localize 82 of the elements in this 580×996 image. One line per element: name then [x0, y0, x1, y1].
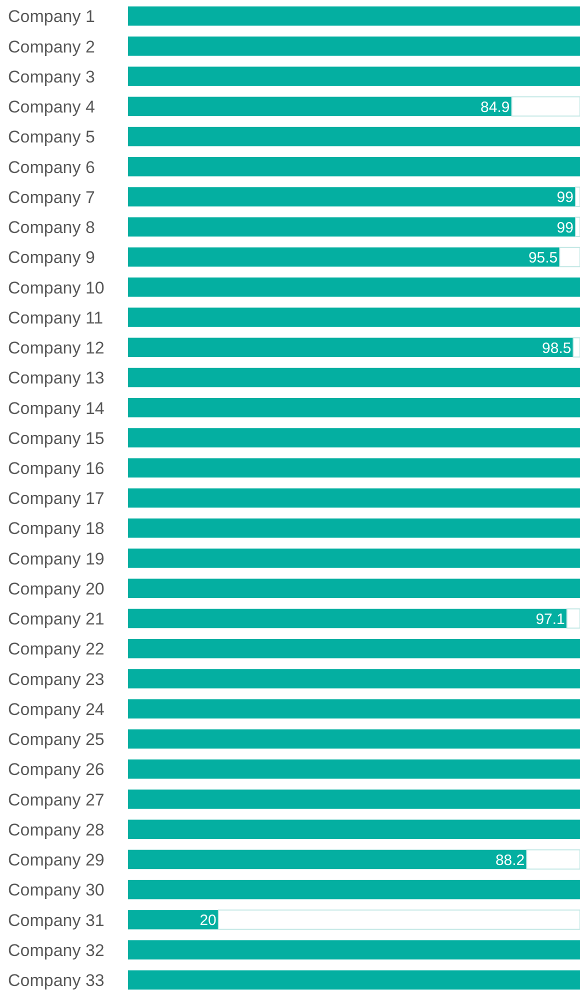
bar	[128, 759, 580, 779]
bar	[128, 278, 580, 297]
bar	[128, 488, 580, 508]
bar	[128, 820, 580, 839]
bar	[128, 518, 580, 538]
bar	[511, 96, 580, 117]
bar	[574, 186, 580, 207]
y-tick-label: Company 27	[8, 790, 104, 810]
y-tick-label: Company 16	[8, 459, 104, 478]
bar	[128, 940, 580, 960]
bar	[128, 548, 580, 568]
bar	[128, 247, 560, 267]
y-tick-label: Company 9	[8, 248, 95, 268]
bar	[574, 216, 580, 238]
y-tick-label: Company 33	[8, 971, 104, 990]
y-tick-label: Company 3	[8, 67, 95, 86]
bar	[128, 338, 574, 358]
bar	[566, 608, 580, 629]
data-label: 95.5	[528, 249, 558, 266]
y-tick-label: Company 31	[8, 910, 104, 930]
bar	[128, 36, 580, 56]
y-tick-label: Company 20	[8, 579, 104, 598]
bar	[128, 6, 580, 26]
y-tick-label: Company 8	[8, 218, 95, 238]
bar	[128, 308, 580, 327]
bar	[128, 96, 512, 116]
bar	[128, 669, 580, 688]
y-tick-label: Company 1	[8, 7, 95, 26]
y-tick-label: Company 12	[8, 338, 104, 358]
data-label: 88.2	[495, 852, 525, 869]
y-tick-label: Company 5	[8, 128, 95, 147]
y-tick-label: Company 6	[8, 158, 95, 177]
bar	[128, 368, 580, 388]
bar	[128, 126, 580, 146]
y-tick-label: Company 28	[8, 820, 104, 840]
y-tick-label: Company 29	[8, 850, 104, 870]
bar	[128, 638, 580, 658]
y-tick-label: Company 30	[8, 880, 104, 900]
y-tick-label: Company 10	[8, 278, 104, 298]
data-label: 84.9	[480, 98, 510, 116]
y-tick-label: Company 17	[8, 489, 104, 508]
data-label: 20	[200, 912, 216, 930]
data-label: 98.5	[542, 340, 572, 357]
bar	[128, 157, 580, 176]
y-tick-label: Company 4	[8, 98, 95, 117]
bar	[128, 790, 580, 809]
y-tick-label: Company 32	[8, 940, 104, 960]
data-label: 99	[556, 189, 574, 206]
y-tick-label: Company 14	[8, 398, 104, 418]
bar	[559, 246, 580, 268]
bar	[128, 699, 580, 718]
bar	[128, 608, 567, 628]
bar	[218, 910, 580, 930]
data-label: 97.1	[536, 610, 565, 628]
y-tick-label: Company 23	[8, 670, 104, 689]
y-tick-label: Company 7	[8, 188, 95, 207]
y-tick-label: Company 19	[8, 549, 104, 568]
y-tick-label: Company 22	[8, 640, 104, 659]
bar	[128, 578, 580, 598]
bar	[128, 458, 580, 478]
data-label: 99	[556, 219, 574, 236]
y-tick-label: Company 18	[8, 519, 104, 538]
y-tick-label: Company 21	[8, 610, 104, 629]
bar	[128, 880, 580, 900]
y-tick-label: Company 11	[8, 308, 104, 328]
y-tick-label: Company 26	[8, 760, 104, 780]
bar	[128, 428, 580, 448]
bar	[128, 970, 580, 990]
y-tick-label: Company 15	[8, 428, 104, 448]
y-tick-label: Company 25	[8, 730, 104, 750]
bar	[128, 729, 580, 749]
y-tick-label: Company 24	[8, 700, 104, 719]
y-tick-label: Company 13	[8, 368, 104, 388]
bar	[128, 187, 576, 206]
bar	[526, 849, 580, 870]
bar	[128, 66, 580, 86]
bar	[128, 398, 580, 418]
bar	[128, 850, 527, 870]
y-tick-label: Company 2	[8, 37, 95, 56]
bar	[128, 910, 218, 930]
bar	[128, 217, 576, 237]
bar	[572, 337, 580, 358]
